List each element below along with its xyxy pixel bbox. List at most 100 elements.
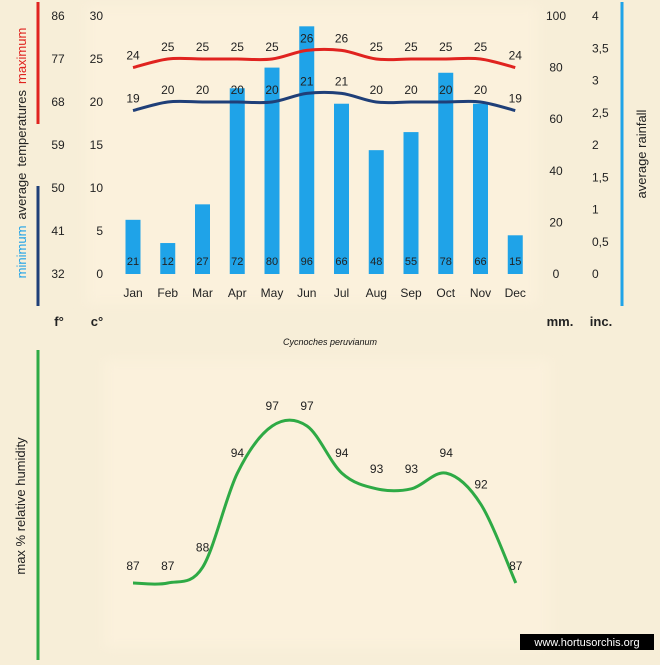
month-label: Dec — [505, 286, 526, 300]
mm-tick-label: 40 — [549, 164, 563, 178]
rainfall-bar — [368, 150, 384, 274]
c-tick-label: 5 — [96, 224, 103, 238]
max-temp-value-label: 25 — [161, 40, 175, 54]
rainfall-bar — [160, 243, 176, 274]
humidity-value-label: 88 — [196, 540, 210, 554]
min-temp-value-label: 20 — [231, 83, 245, 97]
data-labels: 21 12 27 72 80 96 66 48 55 78 66 15 24 25 25 25 25 26 26 25… — [126, 31, 522, 268]
rainfall-value-label: 66 — [335, 256, 347, 268]
inch-tick-label: 2,5 — [592, 106, 609, 120]
month-label: Aug — [366, 286, 387, 300]
humidity-value-label: 97 — [300, 399, 314, 413]
humidity-value-label: 93 — [405, 462, 419, 476]
month-label: Jul — [334, 286, 349, 300]
mm-tick-label: 20 — [549, 215, 563, 229]
celsius-unit-label: c° — [91, 314, 103, 329]
f-tick-label: 50 — [51, 181, 65, 195]
max-temp-value-label: 25 — [404, 40, 418, 54]
rainfall-bar — [334, 103, 349, 274]
mm-tick-label: 0 — [553, 267, 560, 281]
f-tick-label: 32 — [51, 267, 65, 281]
rainfall-bar — [403, 132, 419, 274]
f-tick-label: 77 — [51, 52, 65, 66]
month-label: Nov — [470, 286, 491, 300]
month-label: Jan — [123, 286, 142, 300]
min-temp-line — [132, 90, 516, 113]
month-label: May — [261, 286, 284, 300]
rainfall-value-label: 66 — [474, 256, 486, 268]
humidity-value-label: 93 — [370, 462, 384, 476]
rainfall-value-label: 55 — [405, 256, 417, 268]
rainfall-bar — [264, 67, 280, 274]
rainfall-bar — [473, 103, 488, 274]
max-temp-value-label: 25 — [231, 40, 245, 54]
min-temp-value-label: 21 — [300, 74, 314, 88]
rainfall-value-label: 12 — [162, 256, 174, 268]
humidity-value-label: 92 — [474, 478, 488, 492]
max-temp-value-label: 26 — [335, 31, 349, 45]
min-temp-value-label: 20 — [474, 83, 488, 97]
rainfall-value-label: 15 — [509, 256, 521, 268]
inch-tick-label: 3 — [592, 74, 599, 88]
f-tick-label: 86 — [51, 9, 65, 23]
humidity-line — [132, 418, 518, 586]
c-tick-label: 0 — [96, 267, 103, 281]
mm-tick-label: 80 — [549, 61, 563, 75]
rainfall-value-label: 78 — [440, 256, 452, 268]
min-temp-value-label: 20 — [196, 83, 210, 97]
inch-tick-label: 2 — [592, 138, 599, 152]
rainfall-value-label: 80 — [266, 256, 278, 268]
humidity-chart: 87 87 88 94 97 97 94 93 93 94 92 87 — [126, 399, 523, 586]
c-tick-label: 15 — [90, 138, 104, 152]
inch-tick-label: 0 — [592, 267, 599, 281]
month-label: Jun — [297, 286, 316, 300]
humidity-value-label: 94 — [335, 446, 349, 460]
humidity-axis-label: max % relative humidity — [13, 437, 28, 575]
inch-tick-label: 3,5 — [592, 41, 609, 55]
f-tick-label: 68 — [51, 95, 65, 109]
axis-ticks: 8677685950413230252015105010080604020043… — [51, 9, 609, 300]
rainfall-value-label: 96 — [301, 256, 313, 268]
fahrenheit-unit-label: f° — [54, 314, 64, 329]
min-temp-value-label: 19 — [509, 92, 523, 106]
max-temp-value-label: 24 — [509, 49, 523, 63]
humidity-value-label: 94 — [440, 446, 454, 460]
month-label: Apr — [228, 286, 247, 300]
humidity-value-label: 87 — [126, 559, 140, 573]
c-tick-label: 20 — [90, 95, 104, 109]
humidity-value-label: 94 — [231, 446, 245, 460]
rainfall-bar — [125, 219, 141, 274]
rainfall-value-label: 21 — [127, 256, 139, 268]
bottom-plot-panel — [104, 360, 550, 648]
month-label: Feb — [157, 286, 178, 300]
rainfall-axis-label: average rainfall — [634, 109, 649, 198]
rainfall-value-label: 72 — [231, 256, 243, 268]
rainfall-value-label: 27 — [196, 256, 208, 268]
month-label: Mar — [192, 286, 213, 300]
month-label: Oct — [436, 286, 455, 300]
min-temp-value-label: 20 — [439, 83, 453, 97]
humidity-value-label: 97 — [266, 399, 280, 413]
max-temp-value-label: 25 — [196, 40, 210, 54]
rainfall-value-label: 48 — [370, 256, 382, 268]
month-label: Sep — [400, 286, 422, 300]
watermark-box — [520, 634, 654, 650]
rainfall-bar — [299, 26, 315, 274]
max-temp-value-label: 25 — [474, 40, 488, 54]
f-tick-label: 41 — [51, 224, 65, 238]
mm-tick-label: 100 — [546, 9, 566, 23]
inch-unit-label: inc. — [590, 314, 612, 329]
mm-tick-label: 60 — [549, 112, 563, 126]
species-title: Cycnoches peruvianum — [283, 337, 378, 347]
min-temp-value-label: 21 — [335, 74, 349, 88]
c-tick-label: 30 — [90, 9, 104, 23]
inch-tick-label: 1 — [592, 203, 599, 217]
watermark[interactable]: www.hortusorchis.org — [533, 637, 639, 649]
min-temp-value-label: 20 — [370, 83, 384, 97]
humidity-value-label: 87 — [509, 559, 523, 573]
min-temp-value-label: 20 — [265, 83, 279, 97]
min-temp-value-label: 20 — [404, 83, 418, 97]
max-temp-value-label: 26 — [300, 31, 314, 45]
